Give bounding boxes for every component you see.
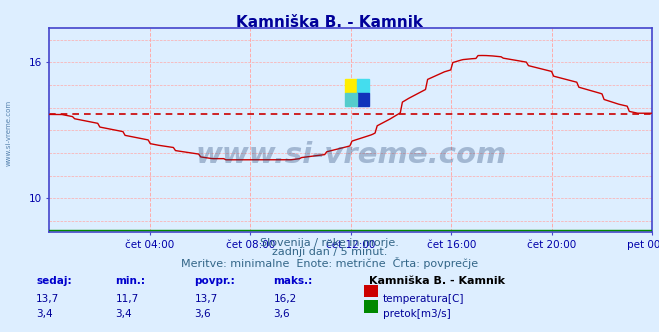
Text: Kamniška B. - Kamnik: Kamniška B. - Kamnik (236, 15, 423, 30)
Text: povpr.:: povpr.: (194, 276, 235, 286)
Text: 3,6: 3,6 (273, 309, 290, 319)
Text: 11,7: 11,7 (115, 294, 138, 304)
Text: 13,7: 13,7 (194, 294, 217, 304)
Text: 3,6: 3,6 (194, 309, 211, 319)
Text: 3,4: 3,4 (115, 309, 132, 319)
Text: temperatura[C]: temperatura[C] (383, 294, 465, 304)
Text: sedaj:: sedaj: (36, 276, 72, 286)
Text: min.:: min.: (115, 276, 146, 286)
Text: 3,4: 3,4 (36, 309, 53, 319)
Text: maks.:: maks.: (273, 276, 313, 286)
Text: www.si-vreme.com: www.si-vreme.com (5, 100, 11, 166)
Text: pretok[m3/s]: pretok[m3/s] (383, 309, 451, 319)
Text: 16,2: 16,2 (273, 294, 297, 304)
Bar (345, 79, 357, 93)
Bar (357, 93, 369, 106)
Bar (345, 93, 357, 106)
Text: 13,7: 13,7 (36, 294, 59, 304)
Text: Slovenija / reke in morje.: Slovenija / reke in morje. (260, 238, 399, 248)
Text: zadnji dan / 5 minut.: zadnji dan / 5 minut. (272, 247, 387, 257)
Bar (357, 79, 369, 93)
Text: Meritve: minimalne  Enote: metrične  Črta: povprečje: Meritve: minimalne Enote: metrične Črta:… (181, 257, 478, 269)
Text: Kamniška B. - Kamnik: Kamniška B. - Kamnik (369, 276, 505, 286)
Text: www.si-vreme.com: www.si-vreme.com (195, 141, 507, 169)
